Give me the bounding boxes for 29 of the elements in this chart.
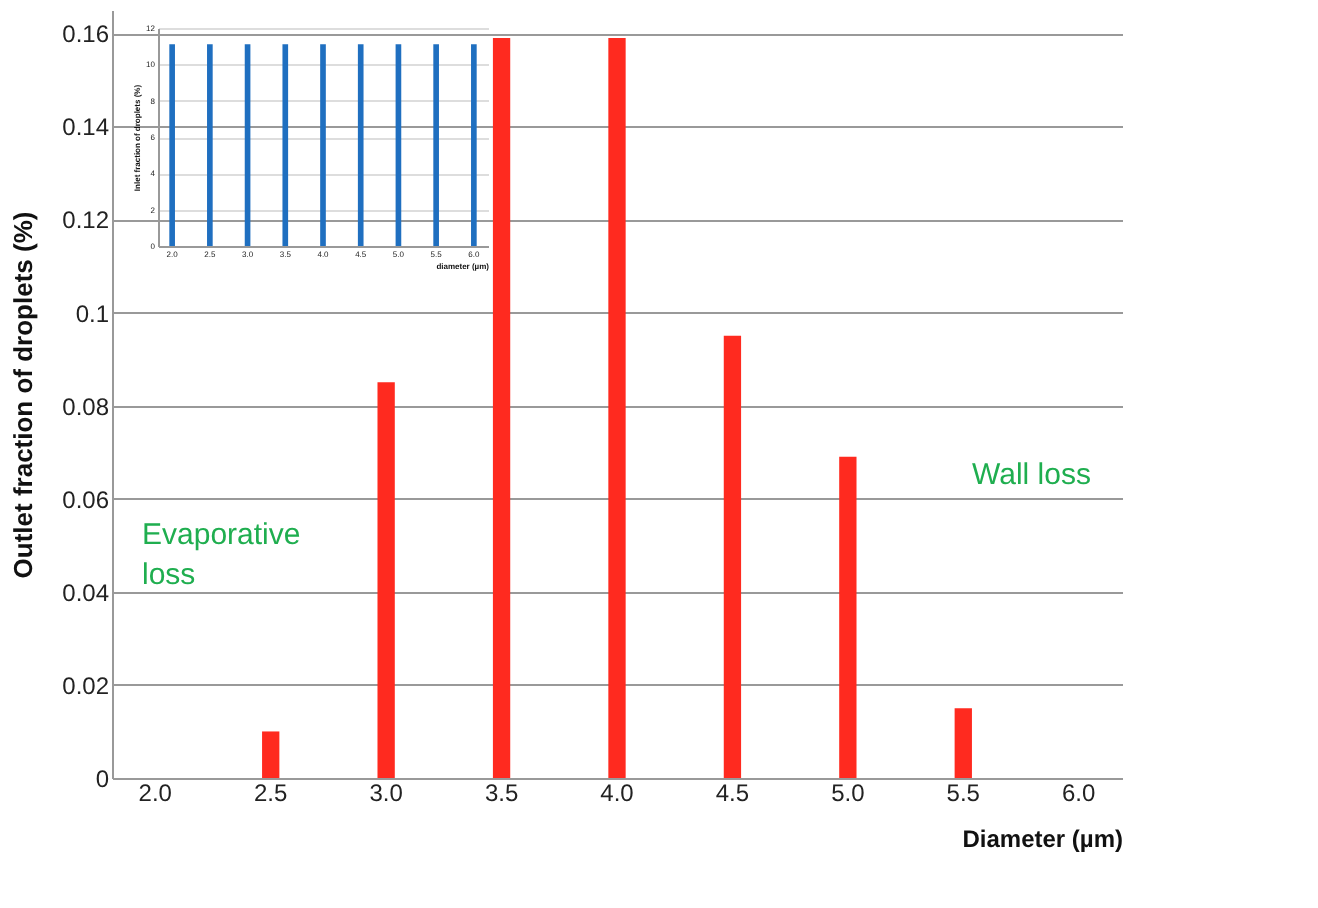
bar <box>954 708 972 778</box>
y-tick-label: 0.02 <box>62 671 110 700</box>
x-tick-label: 2.5 <box>254 779 289 807</box>
annotation: Evaporative loss <box>142 518 301 592</box>
x-tick-label: 5.0 <box>831 779 866 807</box>
y-axis-title: Outlet fraction of droplets (%) <box>8 211 39 579</box>
x-tick-label: 4.5 <box>715 779 750 807</box>
y-tick-label: 0 <box>95 765 110 793</box>
bar <box>723 335 742 778</box>
x-axis-title: Diameter (µm) <box>962 825 1123 853</box>
bar <box>492 37 511 778</box>
x-tick-label: 2.0 <box>138 779 173 807</box>
bar <box>262 731 280 778</box>
y-tick-label: 0.16 <box>62 20 110 49</box>
x-tick-label: 3.0 <box>369 779 404 807</box>
annotation: Wall loss <box>972 458 1091 492</box>
bar <box>377 382 395 778</box>
y-tick-label: 0.04 <box>62 578 110 607</box>
bar <box>608 37 626 778</box>
y-tick-label: 0.08 <box>62 392 110 421</box>
x-tick-label: 6.0 <box>1062 779 1097 807</box>
x-tick-label: 3.5 <box>484 779 519 807</box>
x-tick-label: 5.5 <box>946 779 981 807</box>
y-tick-label: 0.12 <box>62 206 110 235</box>
y-tick-label: 0.06 <box>62 485 110 514</box>
bar <box>839 456 857 778</box>
x-tick-label: 4.0 <box>600 779 635 807</box>
y-tick-label: 0.1 <box>75 299 110 328</box>
y-tick-label: 0.14 <box>62 113 110 142</box>
